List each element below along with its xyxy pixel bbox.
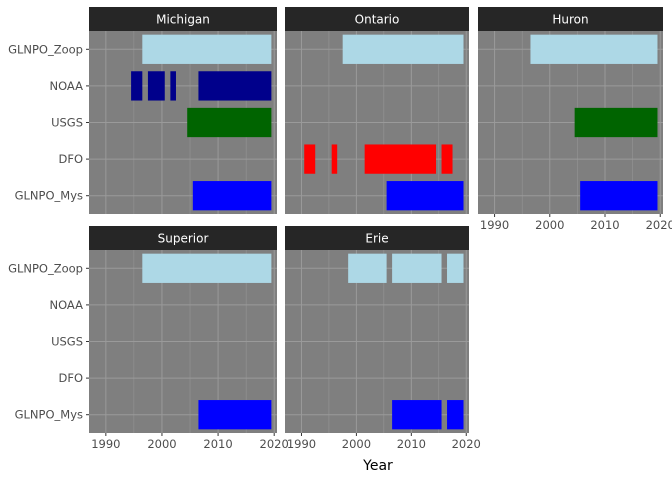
panel-michigan: Michigan <box>89 7 277 214</box>
y-tick-label-glnpo-mys: GLNPO_Mys <box>15 408 83 422</box>
y-tick-label-noaa: NOAA <box>49 79 83 93</box>
y-tick-label-usgs: USGS <box>51 335 83 349</box>
bar-michigan-glnpo-mys-1 <box>192 181 272 211</box>
panels-layer: Michigan Ontario Huron Superior Erie <box>89 7 663 433</box>
x-tick-label-huron-1990: 1990 <box>480 218 509 232</box>
bar-superior-glnpo-zoop-1 <box>142 253 272 283</box>
x-tick-label-huron-2010: 2010 <box>590 218 619 232</box>
panel-huron: Huron <box>478 7 663 214</box>
bar-michigan-noaa-4 <box>198 71 272 101</box>
bar-michigan-noaa-3 <box>170 71 176 101</box>
axes-layer: GLNPO_Zoop NOAA USGS DFO GLNPO_Mys 1990 2000 20… <box>8 42 672 451</box>
bar-superior-glnpo-mys-1 <box>198 400 272 430</box>
panel-erie: Erie <box>285 226 469 433</box>
panel-title-huron: Huron <box>552 13 588 27</box>
x-tick-label-superior-2000: 2000 <box>147 437 176 451</box>
bar-erie-glnpo-zoop-2 <box>392 253 442 283</box>
x-tick-label-superior-2020: 2020 <box>260 437 289 451</box>
x-tick-label-erie-2000: 2000 <box>342 437 371 451</box>
panel-superior: Superior <box>89 226 277 433</box>
panel-strip-superior <box>89 226 277 250</box>
y-tick-label-dfo: DFO <box>58 371 83 385</box>
y-tick-label-glnpo-zoop: GLNPO_Zoop <box>8 261 83 275</box>
bar-erie-glnpo-zoop-3 <box>447 253 464 283</box>
bar-erie-glnpo-mys-1 <box>392 400 442 430</box>
panel-title-erie: Erie <box>365 232 388 246</box>
x-tick-label-erie-2020: 2020 <box>452 437 481 451</box>
panel-title-michigan: Michigan <box>156 13 210 27</box>
bar-erie-glnpo-mys-2 <box>447 400 464 430</box>
bar-ontario-dfo-3 <box>364 144 437 174</box>
bar-ontario-dfo-4 <box>441 144 453 174</box>
bar-erie-glnpo-zoop-1 <box>348 253 387 283</box>
bar-ontario-dfo-2 <box>331 144 338 174</box>
y-tick-label-glnpo-zoop: GLNPO_Zoop <box>8 42 83 56</box>
y-tick-label-usgs: USGS <box>51 116 83 130</box>
panel-strip-erie <box>285 226 469 250</box>
y-tick-label-dfo: DFO <box>58 152 83 166</box>
x-tick-label-erie-1990: 1990 <box>287 437 316 451</box>
bar-ontario-glnpo-zoop-1 <box>342 34 464 64</box>
bar-michigan-glnpo-zoop-1 <box>142 34 272 64</box>
bar-ontario-glnpo-mys-1 <box>386 181 464 211</box>
panel-strip-michigan <box>89 7 277 31</box>
x-tick-label-huron-2000: 2000 <box>535 218 564 232</box>
x-tick-label-superior-2010: 2010 <box>203 437 232 451</box>
x-tick-label-huron-2020: 2020 <box>646 218 672 232</box>
panel-ontario: Ontario <box>285 7 469 214</box>
panel-strip-huron <box>478 7 663 31</box>
bar-huron-glnpo-zoop-1 <box>530 34 658 64</box>
panel-title-superior: Superior <box>158 232 209 246</box>
y-tick-label-noaa: NOAA <box>49 298 83 312</box>
bar-michigan-noaa-1 <box>131 71 143 101</box>
bar-huron-glnpo-mys-1 <box>580 181 658 211</box>
bar-ontario-dfo-1 <box>304 144 316 174</box>
bar-huron-usgs-1 <box>574 107 658 138</box>
x-tick-label-superior-1990: 1990 <box>91 437 120 451</box>
x-tick-label-erie-2010: 2010 <box>397 437 426 451</box>
x-axis-title: Year <box>362 458 393 474</box>
panel-strip-ontario <box>285 7 469 31</box>
bar-michigan-usgs-1 <box>187 107 272 138</box>
y-tick-label-glnpo-mys: GLNPO_Mys <box>15 189 83 203</box>
panel-title-ontario: Ontario <box>355 13 400 27</box>
bar-michigan-noaa-2 <box>147 71 165 101</box>
